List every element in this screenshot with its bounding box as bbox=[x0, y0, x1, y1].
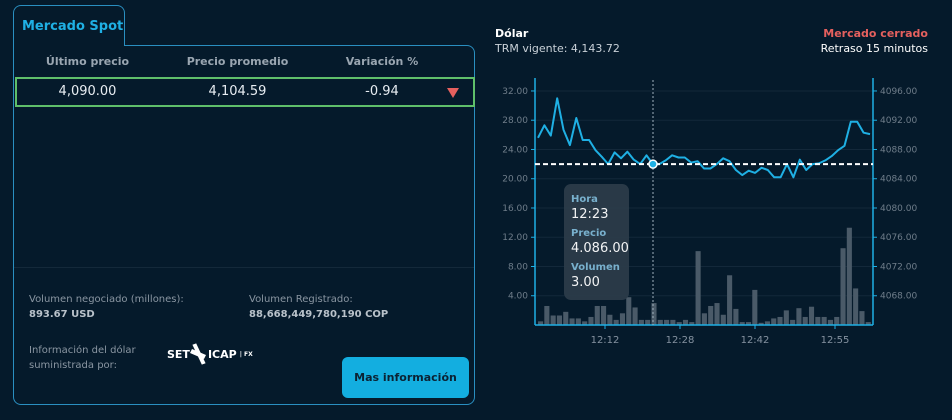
tab-label: Mercado Spot bbox=[22, 19, 124, 34]
svg-text:12:42: 12:42 bbox=[741, 335, 770, 346]
logo-set-text: SET bbox=[167, 347, 190, 361]
dollar-title: Dólar bbox=[495, 27, 529, 40]
trm-value: TRM vigente: 4,143.72 bbox=[495, 42, 620, 55]
variation-value: -0.94 bbox=[365, 84, 399, 99]
tooltip-hora-value: 12:23 bbox=[571, 207, 609, 222]
volume-registered-value: 88,668,449,780,190 COP bbox=[249, 309, 389, 320]
column-header-variation: Variación % bbox=[345, 55, 419, 68]
svg-text:4.00: 4.00 bbox=[508, 292, 528, 302]
avg-price-value: 4,104.59 bbox=[208, 84, 267, 99]
svg-text:12:28: 12:28 bbox=[666, 335, 695, 346]
set-icap-fx-logo: SET ICAP | FX bbox=[167, 342, 253, 366]
tooltip-volumen-label: Volumen bbox=[571, 262, 620, 273]
logo-cross-icon bbox=[189, 343, 206, 365]
delay-notice: Retraso 15 minutos bbox=[820, 42, 928, 55]
svg-text:4084.00: 4084.00 bbox=[880, 175, 917, 185]
tooltip-volumen-value: 3.00 bbox=[571, 275, 600, 290]
svg-text:32.00: 32.00 bbox=[502, 87, 528, 97]
provider-label-line1: Información del dólar bbox=[29, 345, 136, 356]
divider bbox=[14, 267, 474, 268]
volume-traded-value: 893.67 USD bbox=[29, 309, 95, 320]
tooltip-precio-label: Precio bbox=[571, 228, 607, 239]
logo-fx-text: | FX bbox=[239, 350, 253, 358]
provider-label-line2: suministrada por: bbox=[29, 360, 117, 371]
tooltip-precio-value: 4.086.00 bbox=[571, 241, 629, 256]
tab-mercado-spot[interactable]: Mercado Spot bbox=[13, 5, 125, 46]
volume-registered-label: Volumen Registrado: bbox=[249, 294, 353, 305]
column-header-last-price: Último precio bbox=[45, 55, 130, 68]
svg-text:28.00: 28.00 bbox=[502, 116, 528, 126]
svg-text:16.00: 16.00 bbox=[502, 204, 528, 214]
svg-text:4092.00: 4092.00 bbox=[880, 116, 917, 126]
down-triangle-icon bbox=[447, 88, 459, 98]
price-row bbox=[15, 77, 475, 107]
svg-text:12:55: 12:55 bbox=[821, 335, 850, 346]
svg-text:24.00: 24.00 bbox=[502, 145, 528, 155]
svg-text:4080.00: 4080.00 bbox=[880, 204, 917, 214]
svg-text:8.00: 8.00 bbox=[508, 262, 528, 272]
more-info-button[interactable]: Mas información bbox=[342, 357, 469, 398]
chart-tooltip: Hora 12:23 Precio 4.086.00 Volumen 3.00 bbox=[564, 184, 629, 300]
svg-text:4072.00: 4072.00 bbox=[880, 262, 917, 272]
tooltip-hora-label: Hora bbox=[571, 194, 598, 205]
tab-joint bbox=[14, 44, 124, 47]
svg-text:4088.00: 4088.00 bbox=[880, 145, 917, 155]
svg-text:12.00: 12.00 bbox=[502, 233, 528, 243]
svg-text:20.00: 20.00 bbox=[502, 175, 528, 185]
svg-text:12:12: 12:12 bbox=[591, 335, 620, 346]
svg-text:4068.00: 4068.00 bbox=[880, 292, 917, 302]
svg-text:4096.00: 4096.00 bbox=[880, 87, 917, 97]
column-header-avg-price: Precio promedio bbox=[186, 55, 289, 68]
volume-traded-label: Volumen negociado (millones): bbox=[29, 294, 184, 305]
svg-text:4076.00: 4076.00 bbox=[880, 233, 917, 243]
spot-panel bbox=[13, 45, 475, 405]
logo-icap-text: ICAP bbox=[207, 347, 237, 361]
market-status: Mercado cerrado bbox=[823, 27, 928, 40]
last-price-value: 4,090.00 bbox=[58, 84, 117, 99]
